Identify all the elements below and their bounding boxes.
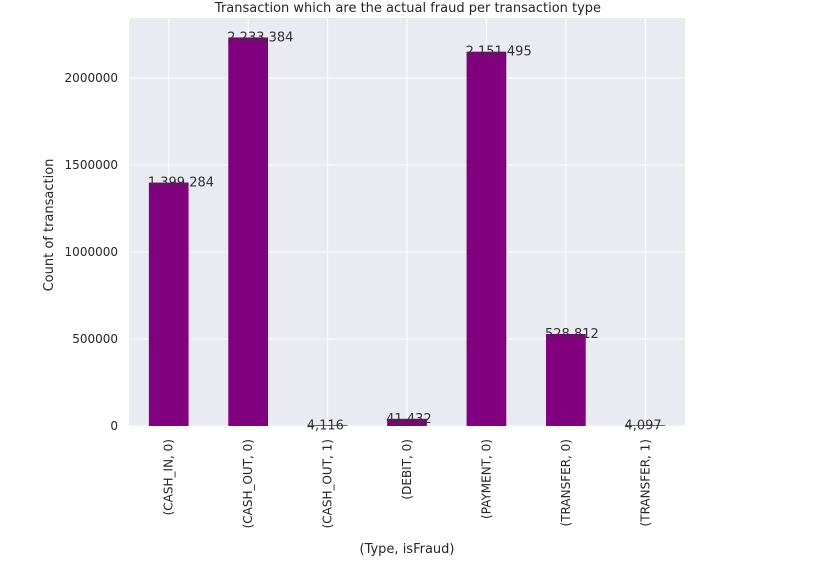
bar-value-labels: 1,399,284 2,233,384 4,116 41,432 2,151,495 52… — [148, 30, 662, 433]
bar-value-label: 2,151,495 — [466, 45, 532, 60]
bar-value-label: 4,097 — [624, 418, 661, 433]
x-tick-label: (DEBIT, 0) — [400, 439, 414, 500]
bar-value-label: 41,432 — [386, 412, 432, 427]
bar-value-label: 4,116 — [307, 418, 344, 433]
y-axis-ticks: 0 500000 1000000 1500000 2000000 — [65, 71, 118, 433]
x-tick-label: (CASH_OUT, 1) — [321, 439, 335, 528]
chart-title: Transaction which are the actual fraud p… — [214, 1, 601, 16]
y-tick-label: 2000000 — [65, 71, 118, 85]
bar-value-label: 2,233,384 — [227, 30, 293, 45]
bar — [625, 425, 666, 426]
bar — [466, 51, 507, 427]
x-tick-label: (TRANSFER, 0) — [559, 439, 573, 526]
x-tick-label: (PAYMENT, 0) — [479, 439, 493, 519]
y-tick-label: 1500000 — [65, 158, 118, 172]
bar — [148, 182, 189, 426]
bar-value-label: 528,812 — [545, 327, 599, 342]
x-axis-ticks: (CASH_IN, 0) (CASH_OUT, 0) (CASH_OUT, 1) (D… — [162, 439, 653, 528]
bar — [307, 425, 348, 426]
x-tick-label: (CASH_OUT, 0) — [241, 439, 255, 528]
bars — [148, 37, 666, 427]
y-tick-label: 1000000 — [65, 245, 118, 259]
bar — [228, 37, 268, 427]
x-tick-label: (CASH_IN, 0) — [162, 439, 176, 515]
y-axis-label: Count of transaction — [42, 159, 57, 292]
y-tick-label: 0 — [110, 419, 118, 433]
x-tick-label: (TRANSFER, 1) — [638, 439, 652, 526]
bar — [546, 333, 586, 426]
bar-value-label: 1,399,284 — [148, 176, 214, 191]
y-tick-label: 500000 — [72, 332, 118, 346]
x-axis-label: (Type, isFraud) — [360, 542, 455, 557]
bar — [387, 418, 427, 426]
